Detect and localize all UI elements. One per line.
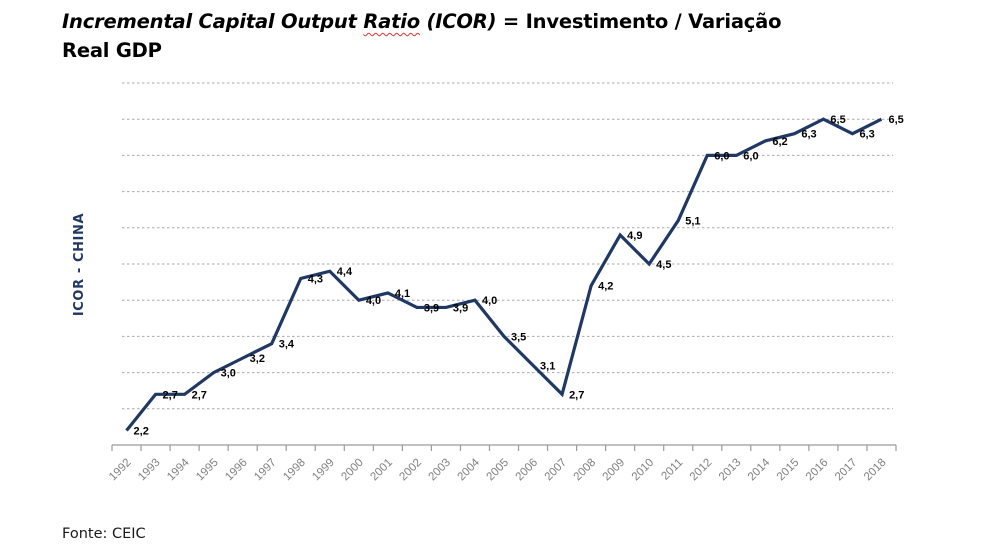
data-point-label: 6,0 xyxy=(743,150,758,162)
data-point-label: 5,1 xyxy=(685,216,700,228)
data-point-label: 3,2 xyxy=(250,353,265,365)
source-note: Fonte: CEIC xyxy=(62,526,146,542)
data-point-label: 4,2 xyxy=(598,281,613,293)
x-axis-label: 2008 xyxy=(572,457,599,484)
data-point-label: 6,2 xyxy=(772,136,787,148)
x-axis-label: 2016 xyxy=(804,457,831,484)
x-axis-label: 2009 xyxy=(601,457,628,484)
data-point-label: 4,3 xyxy=(308,273,323,285)
x-axis-label: 1999 xyxy=(310,457,337,484)
chart-title: Incremental Capital Output Ratio (ICOR) … xyxy=(62,7,942,65)
x-axis-label: 2015 xyxy=(775,457,802,484)
x-axis-label: 2006 xyxy=(514,457,541,484)
data-point-label: 3,9 xyxy=(424,302,439,314)
x-axis-label: 2007 xyxy=(543,457,570,484)
data-point-label: 4,0 xyxy=(366,295,381,307)
data-point-label: 6,0 xyxy=(714,150,729,162)
x-axis-label: 2010 xyxy=(630,457,657,484)
x-axis-label: 2014 xyxy=(746,456,773,483)
x-axis-label: 2018 xyxy=(862,457,889,484)
y-axis-title: ICOR - CHINA xyxy=(72,212,88,316)
x-axis-label: 2004 xyxy=(456,456,483,483)
x-axis-label: 2012 xyxy=(688,457,715,484)
x-axis-label: 2000 xyxy=(339,457,366,484)
data-point-label: 2,7 xyxy=(569,389,584,401)
x-axis-label: 2003 xyxy=(426,457,453,484)
x-axis-label: 1992 xyxy=(107,457,134,484)
data-point-label: 3,9 xyxy=(453,302,468,314)
y-axis-title-wrap: ICOR - CHINA xyxy=(66,83,94,445)
data-point-label: 2,2 xyxy=(134,426,149,438)
x-axis-label: 1998 xyxy=(281,457,308,484)
data-point-label: 4,1 xyxy=(395,288,410,300)
x-axis-label: 2017 xyxy=(833,457,860,484)
x-axis-label: 2002 xyxy=(397,457,424,484)
x-axis-label: 1993 xyxy=(136,457,163,484)
title-spellcheck-word: Ratio xyxy=(363,10,420,33)
data-point-label: 2,7 xyxy=(163,389,178,401)
x-axis-label: 1997 xyxy=(252,457,279,484)
title-italic-suffix: (ICOR) xyxy=(419,10,497,33)
data-point-label: 4,5 xyxy=(656,259,671,271)
x-axis-label: 1996 xyxy=(223,457,250,484)
title-italic-prefix: Incremental Capital Output xyxy=(62,10,364,33)
x-axis-label: 2005 xyxy=(485,457,512,484)
title-normal-part: = Investimento / Variação xyxy=(496,10,782,33)
x-axis-label: 2001 xyxy=(368,457,395,484)
data-point-label: 2,7 xyxy=(192,389,207,401)
x-axis-label: 2011 xyxy=(659,457,685,483)
data-point-label: 6,3 xyxy=(859,129,874,141)
data-point-label: 3,0 xyxy=(221,368,236,380)
data-point-label: 3,5 xyxy=(511,331,526,343)
data-point-label: 6,5 xyxy=(830,114,845,126)
data-point-label: 6,3 xyxy=(801,129,816,141)
icor-series-line xyxy=(125,117,883,432)
title-line2: Real GDP xyxy=(62,39,162,62)
x-axis-label: 2013 xyxy=(717,457,744,484)
data-point-label: 3,1 xyxy=(540,360,555,372)
icor-line-chart: 2,2 2,7 2,7 3,0 3,2 3,4 4,3 4,4 4,0 4,1 3,9 3,9 4,0 3… xyxy=(107,82,904,484)
data-point-label: 3,4 xyxy=(279,339,295,351)
data-point-label: 4,0 xyxy=(482,295,497,307)
data-point-label: 4,9 xyxy=(627,230,642,242)
data-point-label: 4,4 xyxy=(337,266,353,278)
data-point-label: 6,5 xyxy=(888,114,903,126)
x-axis-label: 1995 xyxy=(194,457,221,484)
x-axis-label: 1994 xyxy=(165,456,192,483)
